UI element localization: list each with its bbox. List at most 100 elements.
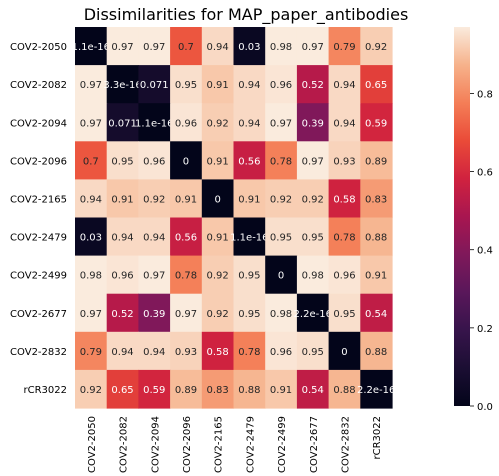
cell-value-label: 0.88 [333, 385, 355, 396]
cell-value-label: 0.88 [365, 347, 387, 358]
cell-value-label: 0.83 [365, 194, 387, 205]
heatmap-cell [170, 255, 203, 295]
heatmap-cell [75, 293, 108, 333]
cell-value-label: 0.89 [365, 156, 387, 167]
row-tick-label: COV2-2096 [10, 156, 67, 167]
heatmap-cell [201, 369, 235, 409]
cell-value-label: 0.39 [143, 309, 165, 320]
heatmap-cell [170, 179, 203, 219]
cell-value-label: 0.54 [302, 385, 324, 396]
heatmap-cell [106, 103, 139, 142]
cell-value-label: 0.88 [238, 385, 260, 396]
heatmap-cell [170, 141, 203, 180]
heatmap-cell [75, 103, 108, 142]
cell-value-label: 0.92 [302, 194, 324, 205]
cell-value-label: 0 [183, 156, 189, 167]
heatmap-cell [328, 141, 361, 180]
row-tick-label: COV2-2094 [10, 118, 67, 129]
cell-value-label: 0.97 [143, 42, 165, 53]
heatmap-cell [296, 255, 330, 295]
heatmap-cell [75, 179, 108, 219]
cell-value-label: 0.95 [175, 80, 197, 91]
heatmap-cell [360, 369, 393, 409]
column-tick-label: COV2-2050 [87, 416, 98, 473]
heatmap-cell [201, 217, 235, 257]
cell-value-label: 0.65 [365, 80, 387, 91]
heatmap-cell [360, 255, 393, 295]
cell-value-label: 0.79 [333, 42, 355, 53]
colorbar-tick-label: 0.4 [477, 246, 493, 257]
cell-value-label: 0.58 [207, 347, 229, 358]
heatmap-cell [265, 369, 298, 409]
heatmap-cell [328, 217, 361, 257]
heatmap-cell [75, 65, 108, 104]
cell-value-label: 0.94 [111, 233, 133, 244]
heatmap-cell [360, 141, 393, 180]
heatmap-cell [201, 179, 235, 219]
heatmap-cell [201, 27, 235, 66]
heatmap-cell [170, 369, 203, 409]
heatmap-cell [265, 331, 298, 371]
cell-value-label: 0.97 [302, 42, 324, 53]
cell-value-label: 0.54 [365, 309, 387, 320]
heatmap-cell [201, 103, 235, 142]
cell-value-label: 0.95 [111, 156, 133, 167]
heatmap-cell [75, 255, 108, 295]
heatmap-cell [360, 103, 393, 142]
heatmap-cell [296, 217, 330, 257]
heatmap-cell [328, 65, 361, 104]
cell-value-label: 1.1e-16 [230, 233, 268, 244]
heatmap-cells: 1.1e-16 0.97 0.97 0.7 0.94 0.03 0.98 0.97 0.79 0.… [72, 27, 395, 409]
cell-value-label: 0.89 [175, 385, 197, 396]
cell-value-label: 0.88 [365, 233, 387, 244]
cell-value-label: 0.96 [270, 80, 292, 91]
cell-value-label: 0.39 [302, 118, 324, 129]
column-tick-label: rCR3022 [372, 416, 383, 460]
cell-value-label: 0.92 [207, 309, 229, 320]
cell-value-label: 0.03 [238, 42, 260, 53]
cell-value-label: 0.56 [238, 156, 260, 167]
column-tick-label: COV2-2165 [214, 416, 225, 473]
chart-title: Dissimilarities for MAP_paper_antibodies [84, 5, 409, 25]
cell-value-label: 0.071 [140, 80, 169, 91]
heatmap-cell [138, 65, 171, 104]
heatmap-cell [233, 217, 266, 257]
cell-value-label: 2.2e-16 [294, 309, 332, 320]
heatmap-cell [233, 331, 266, 371]
cell-value-label: 0.94 [111, 347, 133, 358]
colorbar-tick-label: 0.2 [477, 324, 493, 335]
heatmap-cell [75, 369, 108, 409]
heatmap-cell [201, 141, 235, 180]
heatmap-cell [265, 293, 298, 333]
cell-value-label: 0.97 [80, 80, 102, 91]
cell-value-label: 0.7 [178, 42, 194, 53]
cell-value-label: 0.94 [143, 233, 165, 244]
heatmap-cell [265, 141, 298, 180]
cell-value-label: 0.91 [207, 156, 229, 167]
colorbar-tick-label: 0.8 [477, 89, 493, 100]
cell-value-label: 0.91 [365, 271, 387, 282]
heatmap-cell [360, 179, 393, 219]
heatmap-cell [233, 103, 266, 142]
heatmap-cell [296, 331, 330, 371]
cell-value-label: 0.59 [143, 385, 165, 396]
heatmap-cell [201, 293, 235, 333]
heatmap-cell [138, 369, 171, 409]
cell-value-label: 0.94 [238, 80, 260, 91]
cell-value-label: 0.59 [365, 118, 387, 129]
cell-value-label: 0.52 [302, 80, 324, 91]
heatmap-cell [233, 141, 266, 180]
column-labels: COV2-2050 COV2-2082 COV2-2094 COV2-2096 COV2… [87, 416, 383, 473]
heatmap-cell [233, 27, 266, 66]
heatmap-cell [360, 27, 393, 66]
heatmap-cell [296, 293, 330, 333]
cell-value-label: 0.94 [80, 194, 102, 205]
cell-value-label: 2.2e-16 [357, 385, 395, 396]
cell-value-label: 0.95 [302, 233, 324, 244]
heatmap-cell [170, 217, 203, 257]
column-tick-label: COV2-2096 [182, 416, 193, 473]
heatmap-cell [106, 255, 139, 295]
cell-value-label: 0.97 [80, 118, 102, 129]
cell-value-label: 0 [214, 194, 220, 205]
cell-value-label: 0.95 [270, 233, 292, 244]
